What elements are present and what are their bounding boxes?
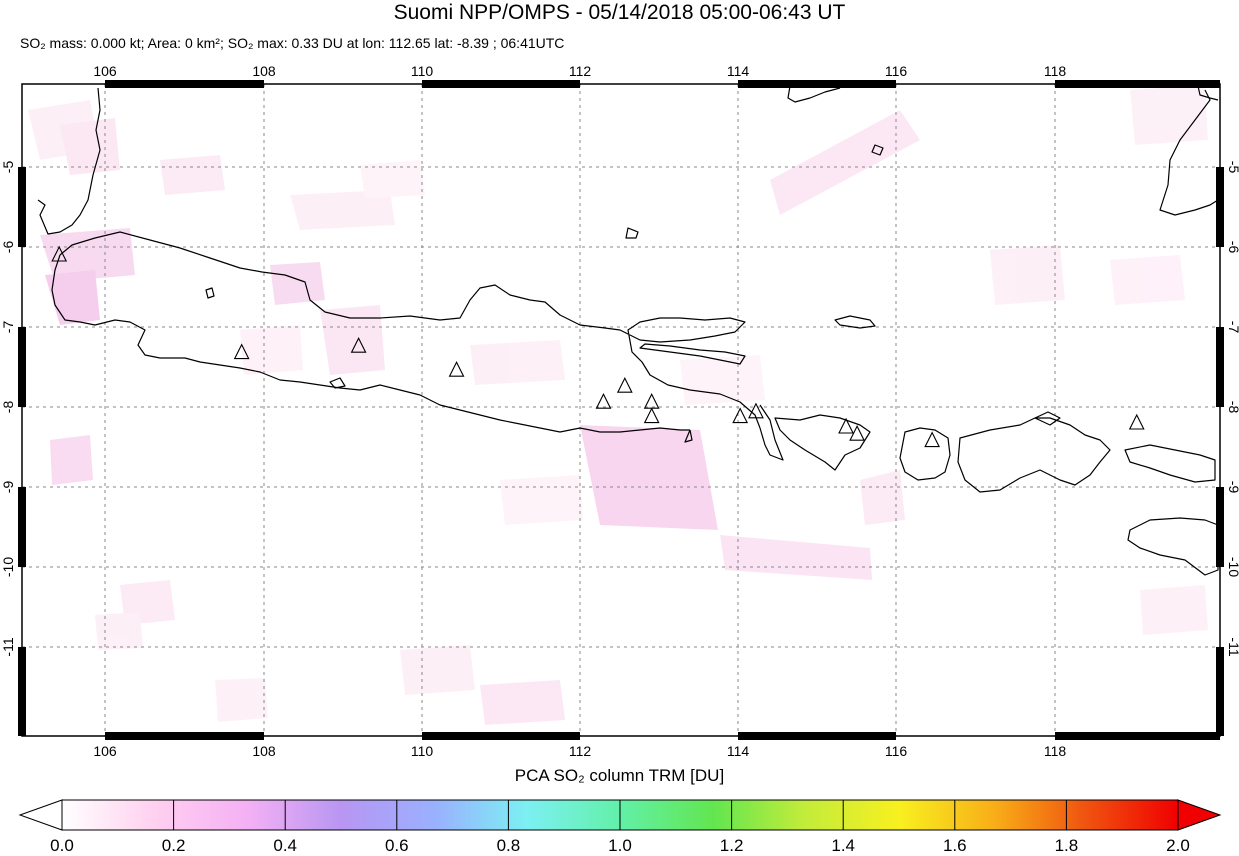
lat-label: -10 — [0, 557, 16, 577]
lat-labels-left: -5 -6 -7 -8 -9 -10 -11 — [0, 161, 16, 657]
coastline-sumatra — [37, 87, 101, 235]
volcano-icon — [924, 431, 941, 448]
volcano-icon — [595, 392, 612, 409]
volcano-icon — [51, 245, 68, 262]
map-title: Suomi NPP/OMPS - 05/14/2018 05:00-06:43 … — [393, 1, 846, 24]
lon-label: 114 — [727, 743, 750, 759]
frame-bars — [18, 80, 1224, 740]
lon-label: 118 — [1044, 63, 1067, 79]
map-frame — [21, 83, 1221, 737]
lat-label: -9 — [1226, 481, 1239, 494]
lat-label: -11 — [0, 637, 16, 656]
colorbar-tick-label: 1.8 — [1054, 836, 1079, 855]
volcano-icon — [643, 407, 660, 424]
lat-label: -8 — [1226, 401, 1239, 414]
colorbar-tick-label: 1.4 — [831, 836, 856, 855]
colorbar — [18, 799, 1222, 831]
lon-label: 112 — [569, 63, 592, 79]
volcano-icon — [616, 376, 633, 393]
colorbar-tick-label: 0.6 — [384, 836, 409, 855]
lon-label: 116 — [885, 63, 908, 79]
colorbar-title: PCA SO₂ column TRM [DU] — [514, 766, 725, 785]
so2-swath-pixels — [28, 85, 1208, 725]
lat-label: -5 — [1226, 161, 1239, 174]
coastline-madura — [639, 343, 746, 365]
lon-label: 116 — [885, 743, 908, 759]
lon-label: 110 — [411, 63, 434, 79]
lat-label: -10 — [1226, 557, 1239, 577]
lon-label: 112 — [569, 743, 592, 759]
colorbar-tick-label: 0.4 — [273, 836, 298, 855]
volcano-icon — [350, 336, 367, 353]
coastlines — [37, 85, 1219, 576]
lat-label: -6 — [1226, 241, 1239, 254]
lon-label: 110 — [411, 743, 434, 759]
volcano-icon — [643, 392, 660, 409]
lat-label: -9 — [0, 481, 16, 494]
colorbar-tick-label: 1.2 — [719, 836, 744, 855]
colorbar-ticks — [173, 800, 1067, 830]
lon-labels-top: 106 108 110 112 114 116 118 — [93, 63, 1066, 79]
lat-label: -7 — [1226, 321, 1239, 334]
volcano-icon — [849, 424, 865, 441]
volcano-icon — [732, 407, 749, 424]
lon-label: 114 — [727, 63, 750, 79]
lon-label: 118 — [1044, 743, 1067, 759]
volcano-icon — [838, 417, 854, 434]
coastline-sulawesi — [1197, 85, 1219, 101]
lat-labels-right: -5 -6 -7 -8 -9 -10 -11 — [1226, 161, 1239, 657]
coastline-lombok — [899, 427, 951, 481]
coastline-sumba — [1127, 517, 1219, 576]
lat-label: -8 — [0, 401, 16, 414]
colorbar-tick-label: 1.6 — [942, 836, 967, 855]
colorbar-over-arrow — [1177, 799, 1222, 831]
lat-label: -6 — [0, 241, 16, 254]
lon-label: 106 — [93, 63, 117, 79]
colorbar-tick-label: 2.0 — [1166, 836, 1190, 855]
so2-summary: SO₂ mass: 0.000 kt; Area: 0 km²; SO₂ max… — [20, 35, 565, 51]
lon-label: 108 — [252, 63, 276, 79]
volcano-icon — [748, 402, 764, 419]
coastline-sumbawa — [957, 417, 1111, 493]
lat-label: -11 — [1226, 637, 1239, 656]
volcano-icon — [448, 360, 465, 377]
volcano-icon — [233, 343, 250, 360]
lon-label: 108 — [252, 743, 276, 759]
lon-label: 106 — [93, 743, 117, 759]
volcano-icon — [1128, 413, 1145, 430]
colorbar-under-arrow — [18, 799, 63, 831]
colorbar-tick-label: 0.8 — [496, 836, 521, 855]
colorbar-tick-label: 1.0 — [608, 836, 632, 855]
coastline-flores — [1124, 444, 1216, 483]
coastline-java — [51, 231, 784, 461]
coastline-bali — [774, 414, 871, 471]
colorbar-tick-label: 0.2 — [161, 836, 186, 855]
volcano-markers — [51, 245, 1145, 448]
coastline-kalimantan — [787, 85, 1219, 216]
lat-label: -7 — [0, 321, 16, 334]
colorbar-tick-label: 0.0 — [50, 836, 74, 855]
lon-labels-bottom: 106 108 110 112 114 116 118 — [93, 743, 1066, 759]
lat-label: -5 — [0, 161, 16, 174]
